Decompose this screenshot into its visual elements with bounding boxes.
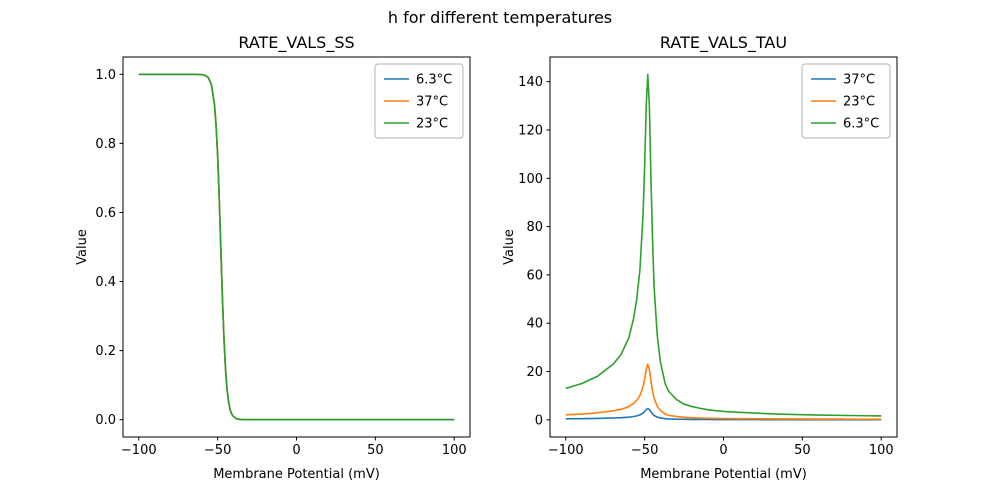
legend-label: 23°C <box>843 95 875 110</box>
subplot-rate_vals_tau: −100 −50 0 50 100 0 20 40 60 80 100 120 140 RATE_VALS… <box>502 33 898 482</box>
y-tick-label: 0 <box>535 413 543 428</box>
subplot-rate_vals_ss: −100 −50 0 50 100 0.0 0.2 0.4 0.6 0.8 1.0 RATE_VALS… <box>75 33 471 482</box>
legend-label: 23°C <box>416 117 448 132</box>
legend-label: 6.3°C <box>843 117 879 132</box>
series-lines <box>565 73 882 421</box>
legend-label: 37°C <box>416 95 448 110</box>
y-tick-label: 80 <box>526 220 543 235</box>
y-axis-label: Value <box>75 229 90 265</box>
legend-box <box>801 63 891 139</box>
y-tick-label: 1.0 <box>95 68 116 83</box>
subplot-title: RATE_VALS_SS <box>238 33 354 53</box>
y-tick-label: 0.2 <box>95 344 116 359</box>
x-tick-label: 0 <box>292 443 300 458</box>
y-tick-label: 40 <box>526 317 543 332</box>
y-tick-label: 0.8 <box>95 137 116 152</box>
series-lines <box>138 73 455 421</box>
x-tick-label: 100 <box>442 443 467 458</box>
y-tick-label: 100 <box>518 172 543 187</box>
y-tick-label: 140 <box>518 75 543 90</box>
x-tick-label: −50 <box>204 443 231 458</box>
legend-label: 37°C <box>843 73 875 88</box>
y-tick-label: 120 <box>518 123 543 138</box>
y-tick-label: 0.0 <box>95 413 116 428</box>
legend: 37°C 23°C 6.3°C <box>801 63 891 139</box>
subplot-title: RATE_VALS_TAU <box>660 33 787 53</box>
x-tick-label: 50 <box>367 443 384 458</box>
legend-box <box>374 63 464 139</box>
x-tick-label: 100 <box>869 443 894 458</box>
series-line-23°C <box>565 363 882 421</box>
x-axis-label: Membrane Potential (mV) <box>640 467 807 482</box>
x-tick-label: 50 <box>794 443 811 458</box>
series-line-6.3°C <box>565 73 882 417</box>
y-tick-label: 60 <box>526 268 543 283</box>
x-tick-label: −100 <box>121 443 157 458</box>
y-axis-label: Value <box>502 229 517 265</box>
y-tick-label: 20 <box>526 365 543 380</box>
y-tick-label: 0.6 <box>95 206 116 221</box>
x-tick-label: −100 <box>548 443 584 458</box>
y-tick-label: 0.4 <box>95 275 116 290</box>
x-tick-label: −50 <box>631 443 658 458</box>
series-line-23°C <box>138 73 455 421</box>
legend-label: 6.3°C <box>416 73 452 88</box>
legend: 6.3°C 37°C 23°C <box>374 63 464 139</box>
figure-suptitle: h for different temperatures <box>387 8 613 27</box>
x-tick-label: 0 <box>719 443 727 458</box>
x-axis-label: Membrane Potential (mV) <box>213 467 380 482</box>
